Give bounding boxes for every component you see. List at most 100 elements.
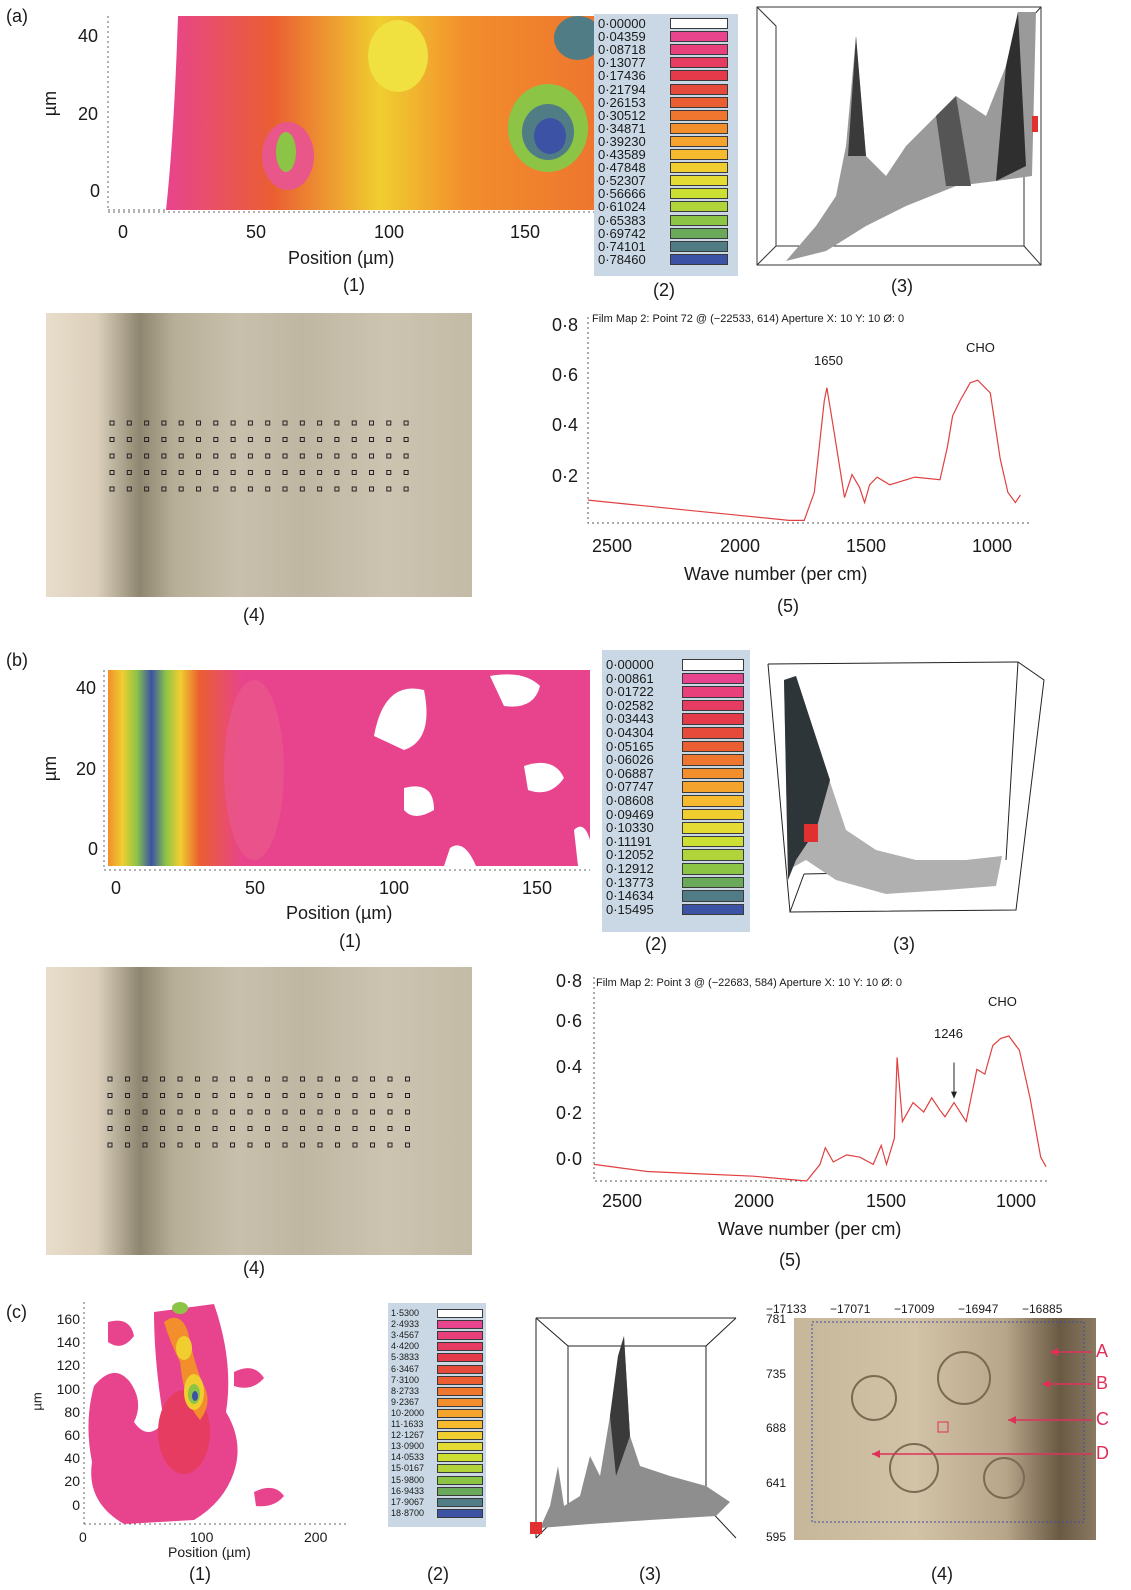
sample-point xyxy=(351,470,357,475)
sample-point xyxy=(195,1076,200,1082)
sample-point xyxy=(178,420,184,426)
legend-c-label: 1·5300 xyxy=(391,1308,420,1318)
spectrum-b-cho-label: CHO xyxy=(988,994,1017,1009)
sample-point xyxy=(403,420,409,426)
spectrum-b-xlabel: Wave number (per cm) xyxy=(718,1219,902,1239)
sample-point xyxy=(212,1109,218,1115)
micrograph-c-xtick: −17133 xyxy=(766,1302,807,1316)
legend-c-label: 2·4933 xyxy=(391,1319,420,1330)
legend-a-label: 0·61024 xyxy=(598,199,646,215)
sample-point xyxy=(317,1142,323,1148)
sample-point xyxy=(265,1142,270,1148)
marker-label: A xyxy=(1096,1341,1109,1361)
legend-b-swatch xyxy=(682,876,744,889)
sample-point xyxy=(335,1142,340,1148)
map-a-ytick: 20 xyxy=(78,104,99,124)
legend-a-swatch xyxy=(670,96,728,108)
legend-b-swatch xyxy=(682,822,744,834)
spectrum-a-cho-label: CHO xyxy=(966,340,995,355)
sample-point xyxy=(369,486,374,492)
map-c-ytick: 20 xyxy=(64,1473,80,1490)
sample-point xyxy=(160,1109,165,1115)
sample-point xyxy=(405,1142,410,1148)
sample-point xyxy=(317,1076,323,1082)
legend-b-swatch xyxy=(682,740,744,753)
caption-c2: (2) xyxy=(427,1564,449,1584)
spectrum-a-peak-label: 1650 xyxy=(814,353,843,368)
sample-point xyxy=(282,1109,288,1115)
legend-a-swatch xyxy=(670,44,728,56)
sample-point xyxy=(352,1126,358,1131)
legend-b-label: 0·15495 xyxy=(606,901,654,917)
legend-a-label: 0·17436 xyxy=(598,68,646,84)
sample-point xyxy=(387,1126,393,1131)
sample-point xyxy=(212,1093,218,1098)
sample-point xyxy=(213,420,219,426)
sample-point xyxy=(282,486,288,492)
legend-a-swatch xyxy=(670,188,728,200)
legend-c-label: 9·2367 xyxy=(391,1396,420,1407)
sample-point xyxy=(126,486,132,492)
legend-a-label: 0·65383 xyxy=(598,212,646,228)
sample-point xyxy=(142,1126,148,1131)
legend-b-swatch xyxy=(682,835,744,848)
legend-a-label: 0·52307 xyxy=(598,173,646,189)
sample-point xyxy=(213,470,219,475)
sample-point xyxy=(107,1076,113,1082)
sample-point xyxy=(247,1109,253,1115)
sample-point xyxy=(299,437,305,442)
legend-c-label: 8·2733 xyxy=(391,1385,420,1396)
legend-a-label: 0·13077 xyxy=(598,55,646,71)
sample-point xyxy=(265,1126,270,1131)
legend-b-swatch xyxy=(682,713,744,725)
sample-point xyxy=(351,453,357,459)
legend-b-swatch xyxy=(682,686,744,698)
legend-a-label: 0·04359 xyxy=(598,29,646,45)
legend-c-swatch xyxy=(437,1475,483,1485)
legend-c-swatch xyxy=(437,1397,483,1407)
map-c-ytick: 0 xyxy=(72,1496,80,1513)
sample-point xyxy=(317,486,323,492)
sample-point xyxy=(195,1126,200,1131)
sample-point xyxy=(386,420,392,426)
map-a-xaxis xyxy=(108,211,594,213)
map-c-ytick: 140 xyxy=(56,1334,80,1351)
legend-a-swatch xyxy=(670,18,728,30)
legend-c-swatch xyxy=(437,1508,483,1518)
spectrum-a-xtick: 2000 xyxy=(720,536,761,556)
legend-b-swatch xyxy=(682,767,744,780)
sample-point xyxy=(282,470,288,475)
sample-point xyxy=(126,453,132,459)
sample-point xyxy=(196,420,201,426)
legend-c-label: 14·0533 xyxy=(391,1452,425,1463)
legend-c-swatch xyxy=(437,1342,483,1352)
sample-point xyxy=(125,1109,130,1115)
sample-point xyxy=(351,486,357,492)
spectrum-a-xlabel: Wave number (per cm) xyxy=(684,564,868,584)
sample-point xyxy=(125,1076,130,1082)
legend-c-label: 18·8700 xyxy=(391,1507,425,1518)
legend-b-swatch xyxy=(682,849,744,861)
sample-point xyxy=(178,486,184,492)
sample-point xyxy=(386,437,392,442)
legend-b-swatch xyxy=(682,863,744,875)
sample-point xyxy=(352,1076,358,1082)
map-a-xtick: 50 xyxy=(246,222,267,242)
micrograph-c-xtick: −16885 xyxy=(1022,1302,1063,1316)
sample-point xyxy=(142,1142,148,1148)
sample-point xyxy=(144,453,150,459)
sample-point xyxy=(265,420,271,426)
sample-point xyxy=(317,1126,323,1131)
micrograph-c xyxy=(794,1318,1096,1540)
spectrum-axes xyxy=(587,317,1032,524)
legend-c-label: 7·3100 xyxy=(391,1374,420,1385)
micrograph-c-xtick: −17071 xyxy=(830,1302,871,1316)
sample-point xyxy=(144,470,150,475)
caption-b2: (2) xyxy=(645,934,667,954)
legend-b-label: 0·10330 xyxy=(606,820,654,836)
sample-point xyxy=(335,1126,340,1131)
surface-3d-b xyxy=(767,661,1045,913)
micrograph-c-xtick: −16947 xyxy=(958,1302,999,1316)
sample-point xyxy=(335,1109,340,1115)
legend-b-swatch xyxy=(682,795,744,807)
